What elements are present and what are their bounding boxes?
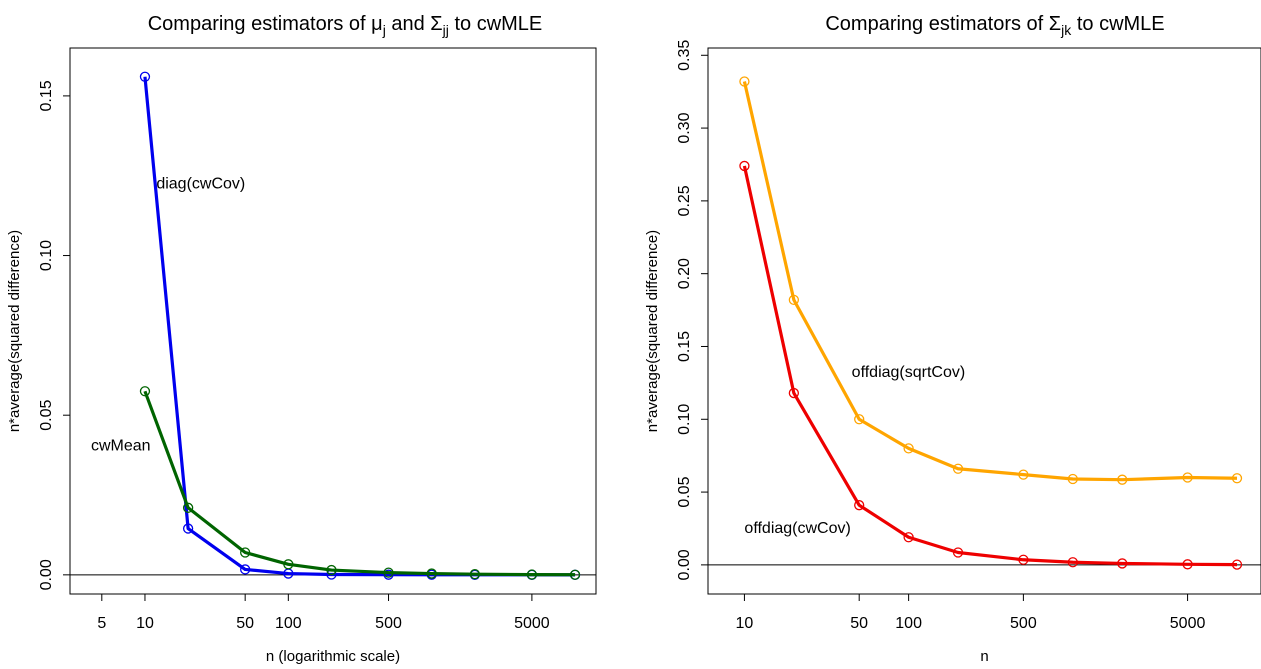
data-point xyxy=(1231,559,1243,570)
series-label: diag(cwCov) xyxy=(156,175,245,192)
data-point xyxy=(426,568,437,579)
y-tick-label: 0.05 xyxy=(38,400,55,431)
title-mu-symbol: μ xyxy=(371,13,383,35)
panel-1: Comparing estimators of μj and Σjj to cw… xyxy=(6,13,597,665)
series-line xyxy=(143,390,576,577)
data-point xyxy=(854,500,865,511)
data-point xyxy=(739,160,750,172)
y-tick-label: 0.00 xyxy=(676,549,693,580)
data-point xyxy=(283,559,294,570)
y-tick-label: 0.25 xyxy=(676,185,693,216)
panel-2: Comparing estimators of Σjk to cwMLE 10 50… xyxy=(644,13,1261,665)
data-point xyxy=(326,564,337,576)
data-point xyxy=(1117,558,1128,569)
x-tick-label: 10 xyxy=(136,615,154,632)
y-tick-label: 0.15 xyxy=(676,331,693,362)
x-tick-label: 5000 xyxy=(514,615,550,632)
data-point xyxy=(1231,473,1243,484)
y-tick-label: 0.20 xyxy=(676,258,693,289)
y-tick-label: 0.10 xyxy=(38,240,55,271)
data-point xyxy=(903,443,914,454)
x-tick-label: 100 xyxy=(895,615,922,632)
data-point xyxy=(854,414,865,425)
data-point xyxy=(788,387,800,399)
x-tick-label: 50 xyxy=(236,615,254,632)
series-label: offdiag(cwCov) xyxy=(744,520,850,537)
y-tick-label: 0.05 xyxy=(676,476,693,507)
data-point xyxy=(739,76,750,87)
title-sigma-symbol: Σ xyxy=(430,13,442,35)
title-suffix: to cwMLE xyxy=(449,13,542,35)
data-point xyxy=(526,569,538,580)
y-tick-label: 0.15 xyxy=(38,80,55,111)
data-point xyxy=(952,547,964,558)
title-mid: and xyxy=(386,13,430,35)
x-axis-label: n xyxy=(980,648,988,664)
data-point xyxy=(1018,554,1029,565)
y-axis-label: n*average(squared difference) xyxy=(6,230,23,432)
data-point xyxy=(1067,557,1078,568)
data-point xyxy=(903,532,914,543)
series-offdiag(cwCov): offdiag(cwCov) xyxy=(739,160,1243,570)
y-tick-label: 0.10 xyxy=(676,404,693,435)
data-point xyxy=(240,564,251,575)
title-mu-subscript: j xyxy=(382,22,386,38)
data-point xyxy=(139,71,151,82)
title-sigma-subscript: jk xyxy=(1060,22,1072,38)
data-point xyxy=(139,386,151,397)
x-tick-label: 50 xyxy=(850,615,868,632)
series-line xyxy=(742,165,1238,567)
series-line xyxy=(742,81,1238,482)
data-point xyxy=(952,463,964,474)
data-point xyxy=(1182,472,1193,483)
y-tick-label: 0.35 xyxy=(676,40,693,71)
data-point xyxy=(182,523,194,534)
title-prefix: Comparing estimators of xyxy=(825,13,1048,35)
data-point xyxy=(240,547,251,558)
y-tick-label: 0.00 xyxy=(38,559,55,590)
chart-title: Comparing estimators of Σjk to cwMLE xyxy=(825,13,1164,38)
data-point xyxy=(1182,559,1193,570)
data-point xyxy=(1018,469,1029,480)
data-point xyxy=(469,569,480,580)
title-prefix: Comparing estimators of xyxy=(148,13,371,35)
data-point xyxy=(569,569,581,580)
x-tick-label: 10 xyxy=(736,615,754,632)
title-sigma-subscript: jj xyxy=(442,22,449,38)
data-point xyxy=(1067,473,1078,485)
x-tick-label: 5 xyxy=(97,615,106,632)
data-point xyxy=(383,567,394,578)
series-line xyxy=(143,76,576,577)
title-sigma-symbol: Σ xyxy=(1049,13,1061,35)
series-diag(cwCov): diag(cwCov) xyxy=(139,71,581,580)
x-axis-label: n (logarithmic scale) xyxy=(266,648,400,664)
series-offdiag(sqrtCov): offdiag(sqrtCov) xyxy=(739,76,1243,485)
data-point xyxy=(1117,474,1128,485)
data-point xyxy=(788,294,800,306)
x-tick-label: 500 xyxy=(375,615,402,632)
x-tick-label: 500 xyxy=(1010,615,1037,632)
series-cwMean: cwMean xyxy=(91,386,581,580)
series-label: offdiag(sqrtCov) xyxy=(852,364,966,381)
x-tick-label: 5000 xyxy=(1170,615,1206,632)
chart-title: Comparing estimators of μj and Σjj to cw… xyxy=(148,13,543,38)
title-suffix: to cwMLE xyxy=(1071,13,1164,35)
y-tick-label: 0.30 xyxy=(676,112,693,143)
data-point xyxy=(182,502,194,513)
y-axis-label: n*average(squared difference) xyxy=(644,230,661,432)
series-label: cwMean xyxy=(91,437,151,454)
x-tick-label: 100 xyxy=(275,615,302,632)
plot-frame xyxy=(707,47,1261,595)
